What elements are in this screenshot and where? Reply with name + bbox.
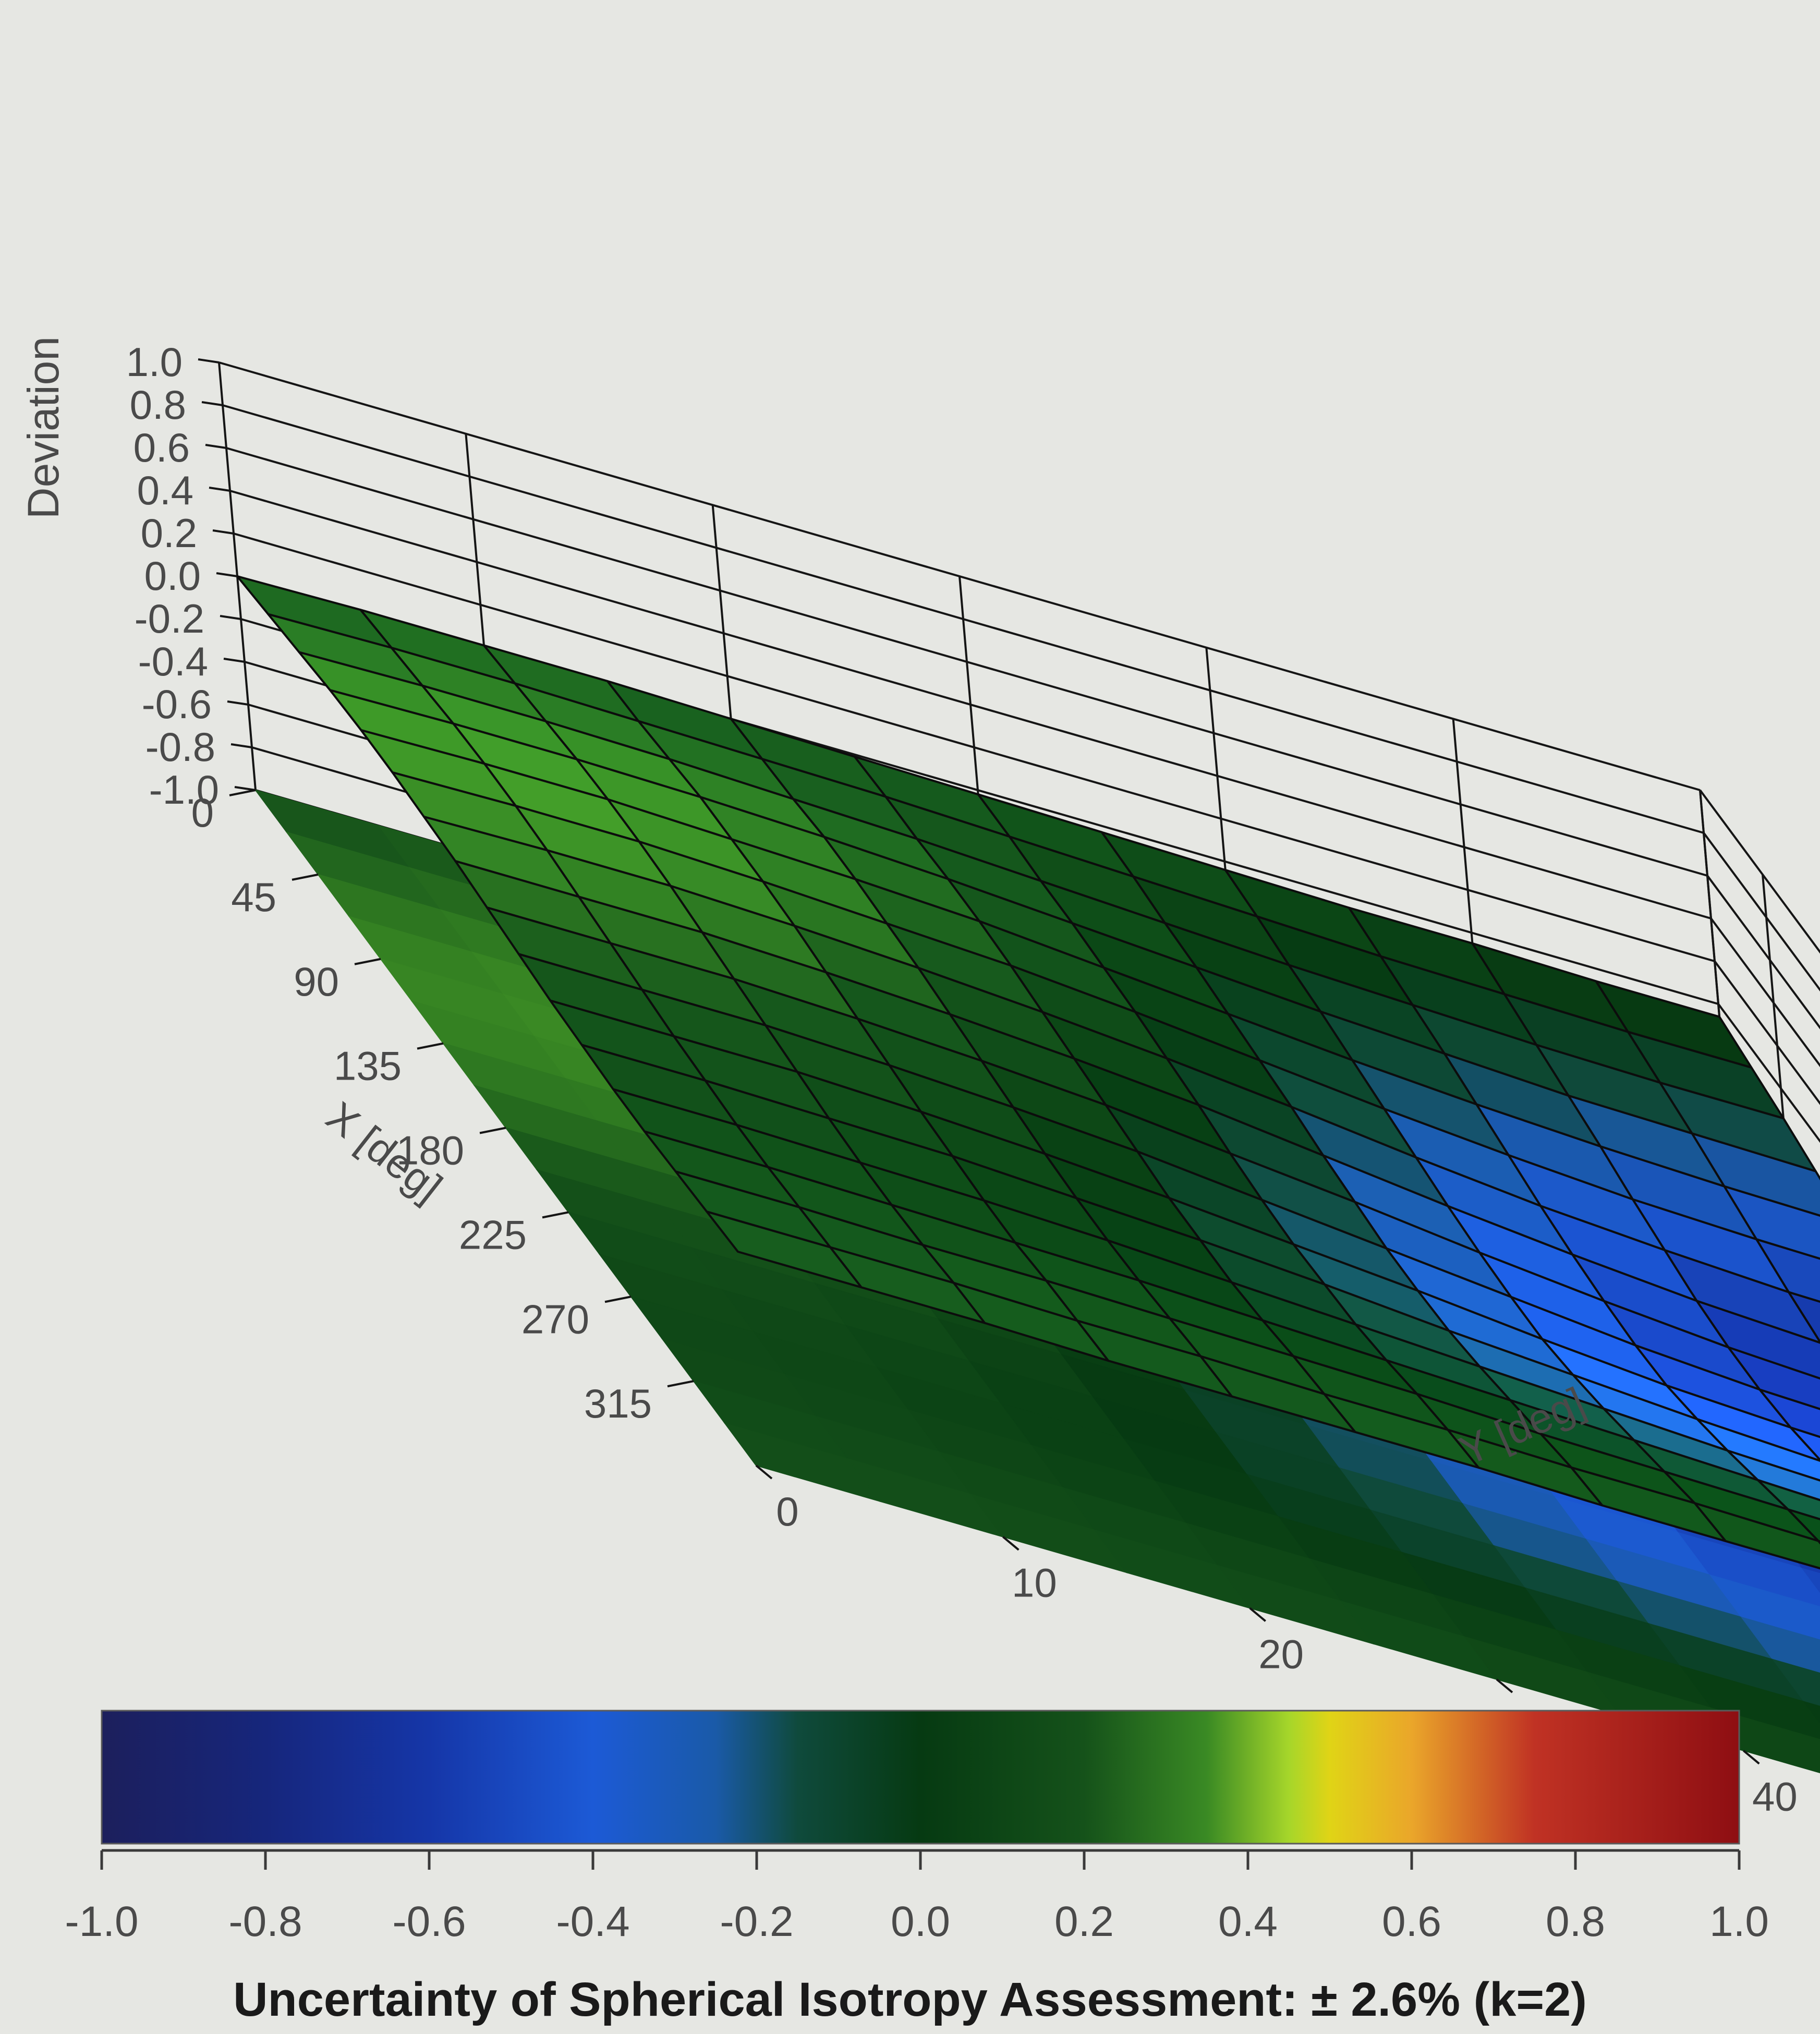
wall-gridline (1699, 789, 1820, 954)
colorbar-ticks: -1.0 -0.8 -0.6 -0.4 -0.2 0.0 0.2 0.4 0.6 0.8 1.0 (65, 1850, 1769, 1945)
floor-contour-cell (1801, 1567, 1820, 1593)
z-tick (230, 743, 252, 748)
wall-gridline (1706, 875, 1820, 1030)
z-tick-label: 0.4 (137, 467, 193, 513)
x-tick-label: 270 (521, 1296, 589, 1342)
z-tick (201, 401, 223, 406)
y-tick-label: 20 (1258, 1631, 1304, 1677)
z-tick-label: -0.2 (135, 596, 204, 641)
y-tick (1249, 1607, 1266, 1622)
y-tick (755, 1464, 773, 1480)
z-tick (212, 529, 234, 535)
x-tick (667, 1380, 694, 1388)
x-tick-label: 315 (584, 1381, 652, 1426)
z-tick (205, 444, 227, 449)
colorbar-tick-label: -0.2 (720, 1898, 793, 1945)
y-tick-label: 40 (1752, 1774, 1798, 1820)
floor-contour-cell (1679, 1665, 1820, 1740)
z-tick-label: -1.0 (149, 767, 219, 813)
floor-contour-cell (1709, 1574, 1820, 1641)
x-tick-label: 135 (334, 1043, 402, 1089)
floor-contour-cell (1803, 1701, 1820, 1724)
z-tick (234, 786, 256, 791)
colorbar-tick-label: -0.8 (228, 1898, 302, 1945)
colorbar-tick-label: -0.6 (392, 1898, 466, 1945)
y-tick (1496, 1678, 1513, 1693)
x-tick-label: 180 (396, 1128, 464, 1173)
x-tick (229, 789, 256, 796)
x-tick (417, 1042, 444, 1050)
y-tick-label: 0 (776, 1488, 798, 1534)
colorbar-tick-label: -0.4 (556, 1898, 629, 1945)
colorbar (101, 1710, 1740, 1845)
colorbar-tick-label: 0.0 (891, 1898, 950, 1945)
x-tick (354, 958, 381, 965)
z-tick-label: 0.8 (130, 382, 186, 428)
x-tick-label: 0 (191, 790, 214, 836)
z-tick (209, 487, 230, 492)
floor-contour-cell (1740, 1616, 1820, 1674)
colorbar-tick-label: -1.0 (65, 1898, 138, 1945)
z-tick-label: 0.0 (144, 553, 201, 599)
x-tick-label: 225 (459, 1212, 527, 1257)
x-tick (292, 873, 319, 881)
z-tick (216, 572, 238, 577)
wall-gridline (1703, 832, 1820, 992)
wall-gridline (1717, 1003, 1820, 1143)
z-tick-label: -0.4 (138, 638, 208, 684)
surface-mesh (236, 575, 1820, 1570)
z-tick-label: -0.6 (142, 681, 212, 727)
z-axis-label: Deviation (19, 336, 68, 519)
z-tick-label: 1.0 (126, 339, 183, 385)
x-tick (542, 1211, 569, 1219)
y-tick-label: 10 (1012, 1560, 1057, 1606)
y-tick (1743, 1750, 1760, 1765)
colorbar-tick-label: 0.4 (1218, 1898, 1278, 1945)
x-tick-label: 45 (231, 874, 276, 920)
z-tick (220, 615, 241, 620)
z-tick-label: 0.2 (141, 510, 197, 556)
surface-cell (706, 1210, 863, 1289)
z-tick (227, 700, 249, 706)
z-tick-label: 0.6 (134, 425, 190, 470)
colorbar-tick-label: 0.2 (1054, 1898, 1114, 1945)
floor-contour-cell (1772, 1658, 1820, 1707)
wall-gridline (1710, 917, 1820, 1068)
z-tick (198, 358, 220, 364)
z-tick-label: -0.8 (145, 724, 215, 770)
colorbar-tick-label: 0.6 (1382, 1898, 1441, 1945)
x-tick (604, 1296, 632, 1303)
y-tick (1002, 1536, 1020, 1551)
x-tick (479, 1127, 506, 1134)
z-tick (223, 658, 245, 663)
floor-contour-cell (1678, 1532, 1820, 1607)
colorbar-tick-label: 1.0 (1709, 1898, 1769, 1945)
wall-gridline (1714, 960, 1820, 1105)
colorbar-tick-label: 0.8 (1546, 1898, 1605, 1945)
x-tick-label: 90 (294, 959, 339, 1004)
chart-caption: Uncertainty of Spherical Isotropy Assess… (233, 1973, 1587, 2026)
